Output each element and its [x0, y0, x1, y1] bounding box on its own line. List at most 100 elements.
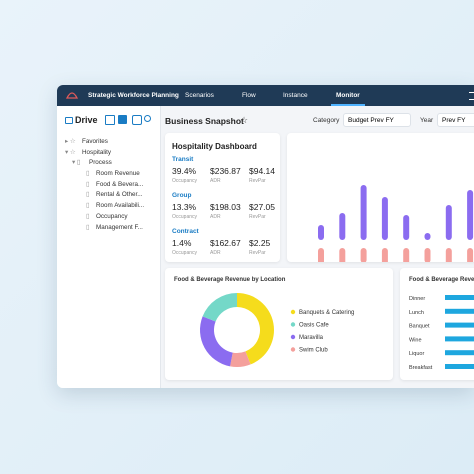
legend-dot [290, 334, 296, 340]
donut-slice [230, 351, 251, 367]
adr-bar [360, 185, 367, 240]
nav-item[interactable]: Instance [283, 92, 308, 99]
donut-chart: Food & Beverage Revenue by Location Banqu… [174, 277, 354, 367]
legend-label: Oasis Cafe [299, 323, 329, 329]
nav-item[interactable]: Scenarios [185, 92, 214, 99]
donut-slice [202, 293, 237, 322]
metric-value: $27.05 [249, 202, 275, 212]
card-title: Hospitality Dashboard [172, 142, 257, 151]
adr-bar [318, 225, 324, 240]
year-dropdown[interactable]: Prev FY [437, 113, 474, 127]
tree-item[interactable]: Room Availabili... [96, 202, 145, 210]
hbar [445, 350, 474, 356]
tree-caret: ▾ ☆ [65, 149, 76, 156]
dashboard-card: Hospitality Dashboard Transit 39.4% Occupa… [165, 133, 280, 262]
metric-label: RevPar [249, 250, 266, 256]
dropdown-value: Budget Prev FY [348, 117, 394, 124]
donut-slice [237, 293, 274, 365]
tool-icon[interactable] [105, 115, 115, 125]
legend-dot [290, 347, 296, 352]
hbar-chart: Food & Beverage Reve Dinner Lunch Banquet Wi… [409, 277, 474, 371]
tree-item[interactable]: Room Revenue [96, 170, 140, 177]
occ-bar [424, 248, 431, 262]
adr-bar [381, 197, 388, 240]
metric-value: $94.14 [249, 166, 275, 176]
donut-slice [200, 316, 233, 367]
metric-label: ADR [210, 178, 221, 184]
tree-caret: ▸ ☆ [65, 138, 76, 145]
file-icon: ▯ [86, 180, 90, 188]
tool-icon[interactable] [132, 115, 142, 125]
metric-label: Occupancy [172, 214, 198, 220]
legend-dot [290, 309, 296, 315]
metric-label: Occupancy [172, 250, 198, 256]
adr-bar [445, 205, 452, 240]
metric-label: Occupancy [172, 178, 198, 184]
hbar-label: Wine [409, 337, 422, 343]
tree-item[interactable]: Hospitality [82, 149, 112, 156]
tree-item[interactable]: Food & Bevera... [96, 180, 144, 188]
metric-value: 1.4% [172, 238, 192, 248]
legend-dot [290, 322, 296, 327]
adr-bar [467, 190, 474, 240]
page-title: Business Snapshot [165, 116, 244, 126]
bar-chart-card: ADROcc [287, 133, 474, 262]
tree-item[interactable]: Management F... [96, 223, 143, 231]
section-label: Contract [172, 228, 199, 235]
category-dropdown[interactable]: Budget Prev FY [343, 113, 411, 127]
tree-item[interactable]: Rental & Other... [96, 191, 143, 199]
adr-bar [403, 215, 410, 240]
file-icon: ▯ [86, 170, 90, 177]
adr-bar [339, 213, 346, 240]
file-icon: ▯ [86, 191, 90, 199]
metric-value: $2.25 [249, 238, 271, 248]
sidebar-title: Drive [75, 115, 98, 125]
occ-bar [467, 248, 474, 262]
metric-label: RevPar [249, 214, 266, 220]
tool-icon-active[interactable] [118, 115, 127, 124]
legend-label: Maravilla [299, 335, 324, 341]
top-bar: Strategic Workforce Planning Scenarios F… [57, 85, 474, 106]
tree-caret: ▾ ▯ [72, 159, 81, 166]
metric-value: $236.87 [210, 166, 241, 176]
nav-item-active[interactable]: Monitor [336, 92, 360, 99]
search-icon[interactable] [144, 115, 151, 122]
occ-bar [318, 248, 324, 262]
tree-item[interactable]: Favorites [82, 138, 108, 145]
file-icon: ▯ [86, 212, 90, 220]
folder-icon [65, 117, 73, 124]
menu-icon[interactable] [469, 92, 474, 100]
file-icon: ▯ [86, 202, 90, 210]
section-label: Transit [172, 156, 194, 163]
metric-value: $198.03 [210, 202, 241, 212]
hbar-label: Banquet [409, 324, 430, 330]
donut-card: Food & Beverage Revenue by Location Banqu… [165, 268, 393, 380]
hbar-label: Liquor [409, 351, 424, 357]
app-name: Strategic Workforce Planning [88, 92, 179, 99]
chart-title: Food & Beverage Reve [409, 277, 474, 283]
adr-bar [424, 233, 431, 240]
metric-value: 39.4% [172, 166, 197, 176]
metric-label: ADR [210, 214, 221, 220]
hbar-label: Dinner [409, 296, 425, 302]
bar-chart: ADROcc [318, 185, 474, 262]
file-icon: ▯ [86, 223, 90, 231]
tree-item[interactable]: Occupancy [96, 212, 128, 220]
occ-bar [339, 248, 346, 262]
tree-item[interactable]: Process [89, 159, 112, 166]
logo [66, 92, 78, 99]
metric-label: ADR [210, 250, 221, 256]
occ-bar [403, 248, 410, 262]
hbar [445, 295, 474, 300]
category-label: Category [313, 117, 340, 124]
occ-bar [360, 248, 367, 262]
hbar-label: Breakfast [409, 365, 433, 371]
hbar-label: Lunch [409, 310, 424, 316]
chart-title: Food & Beverage Revenue by Location [174, 277, 286, 283]
legend-label: Banquets & Catering [299, 310, 354, 316]
nav-item[interactable]: Flow [242, 92, 256, 99]
star-icon[interactable]: ☆ [240, 115, 249, 125]
sidebar: Drive ▸ ☆ Favorites ▾ ☆ Hospitality ▾ ▯ … [57, 106, 161, 388]
hbar [445, 308, 474, 314]
